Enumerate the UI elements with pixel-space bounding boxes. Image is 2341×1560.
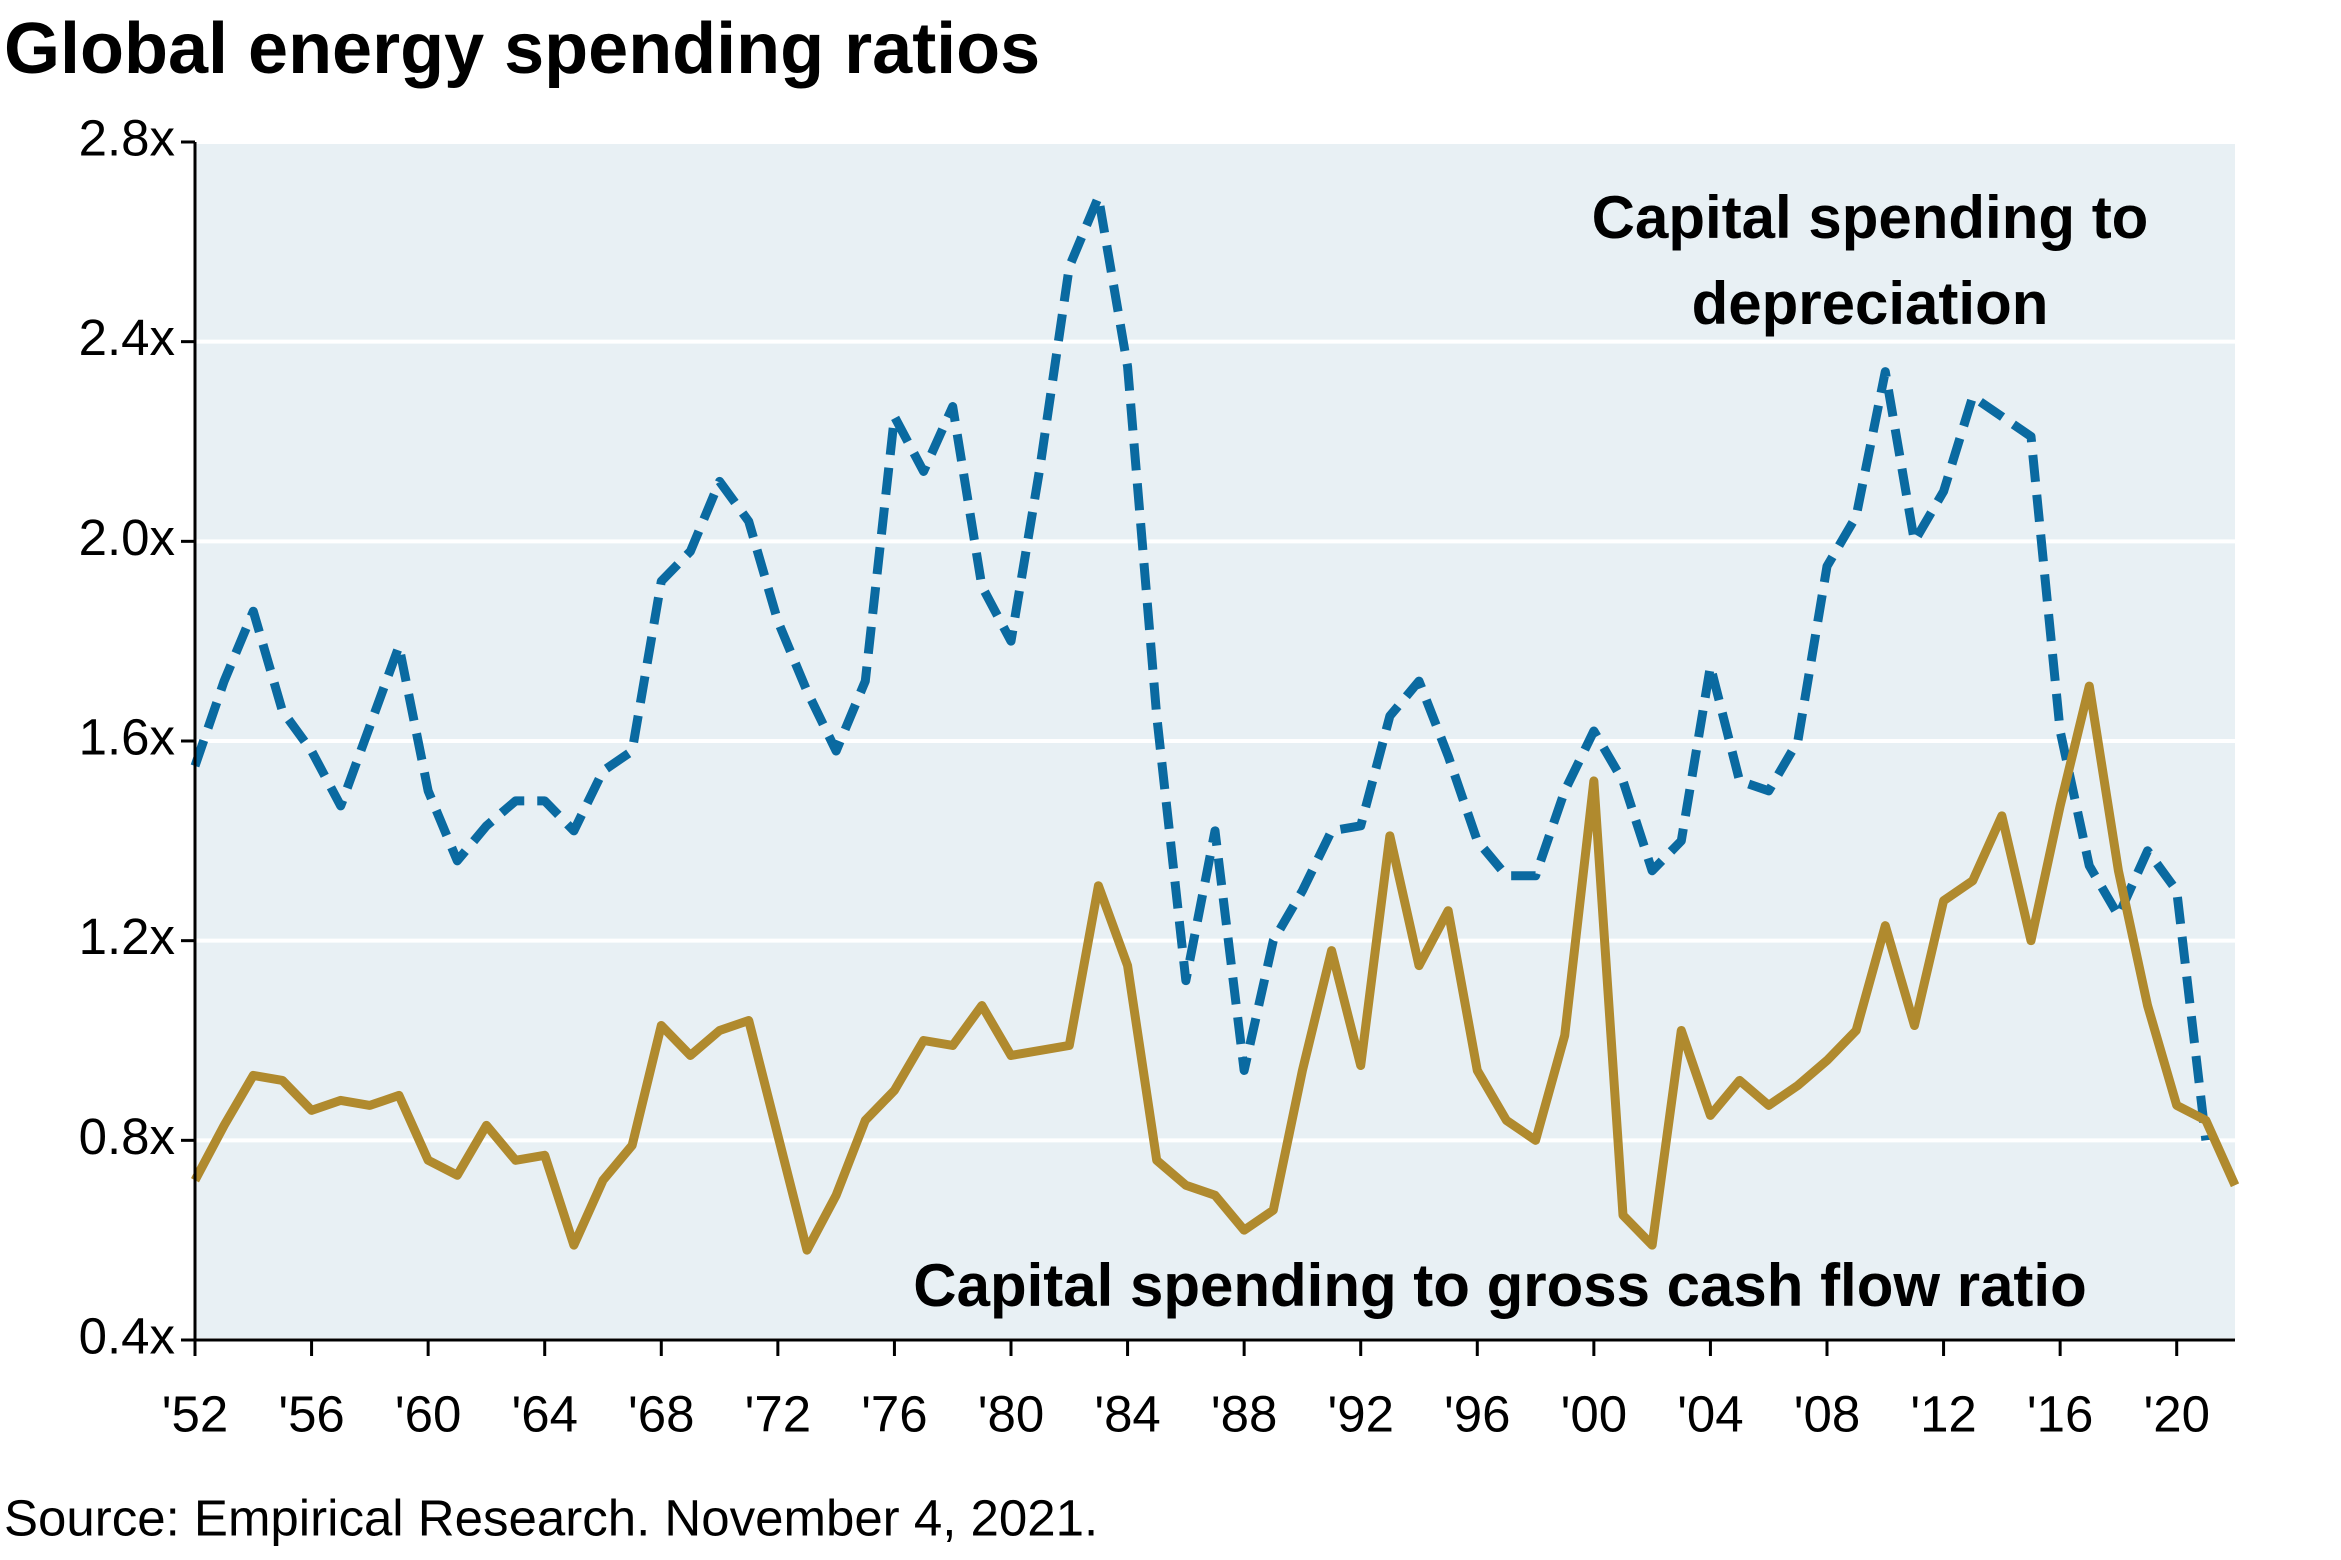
x-tick-label: '84 — [1094, 1385, 1160, 1442]
y-tick-label: 2.8x — [79, 109, 175, 166]
x-tick-label: '80 — [978, 1385, 1044, 1442]
x-tick-label: '00 — [1561, 1385, 1627, 1442]
x-tick-label: '60 — [395, 1385, 461, 1442]
x-tick-label: '56 — [278, 1385, 344, 1442]
x-tick-label: '72 — [745, 1385, 811, 1442]
x-tick-label: '52 — [162, 1385, 228, 1442]
x-tick-label: '04 — [1677, 1385, 1743, 1442]
x-tick-label: '68 — [628, 1385, 694, 1442]
x-tick-label: '12 — [1910, 1385, 1976, 1442]
y-tick-label: 2.4x — [79, 309, 175, 366]
x-tick-label: '64 — [511, 1385, 577, 1442]
x-tick-label: '96 — [1444, 1385, 1510, 1442]
source-note: Source: Empirical Research. November 4, … — [4, 1489, 1098, 1546]
annotation: Capital spending to gross cash flow rati… — [913, 1252, 2087, 1319]
series-line — [190, 192, 2211, 1141]
y-tick-label: 0.8x — [79, 1108, 175, 1165]
y-tick-label: 2.0x — [79, 509, 175, 566]
y-tick-label: 0.4x — [79, 1307, 175, 1364]
x-tick-label: '16 — [2027, 1385, 2093, 1442]
chart-title: Global energy spending ratios — [4, 9, 1040, 89]
y-tick-label: 1.6x — [79, 708, 175, 765]
y-tick-label: 1.2x — [79, 908, 175, 965]
x-tick-label: '08 — [1794, 1385, 1860, 1442]
x-tick-label: '76 — [861, 1385, 927, 1442]
x-tick-label: '20 — [2143, 1385, 2209, 1442]
series-line — [191, 681, 2240, 1255]
x-tick-label: '88 — [1211, 1385, 1277, 1442]
x-tick-label: '92 — [1327, 1385, 1393, 1442]
annotation: depreciation — [1692, 270, 2049, 337]
annotation: Capital spending to — [1592, 184, 2149, 251]
